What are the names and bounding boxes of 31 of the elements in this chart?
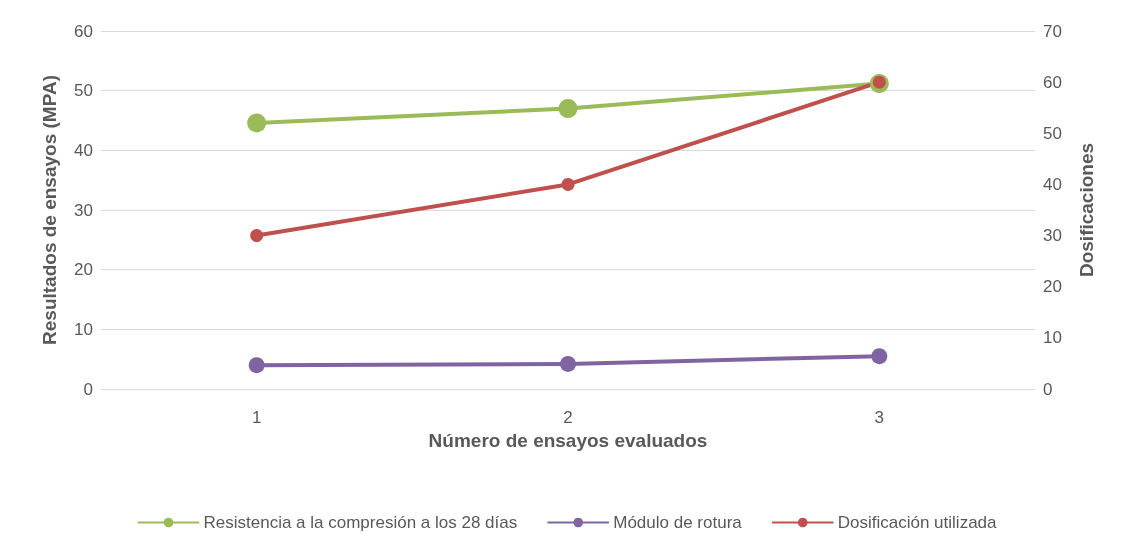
y-tick-label: 20 — [74, 260, 93, 280]
y2-tick-label: 10 — [1043, 328, 1062, 348]
y2-tick-label: 40 — [1043, 174, 1062, 194]
x-tick-label: 2 — [563, 408, 573, 427]
y2-tick-label: 60 — [1043, 72, 1062, 92]
legend-label: Dosificación utilizada — [837, 513, 998, 532]
y2-tick-label: 70 — [1043, 21, 1062, 41]
point — [247, 113, 267, 133]
x-tick-label: 3 — [874, 408, 885, 427]
point — [248, 357, 265, 374]
y-axis-title: Resultados de ensayos (MPA) — [39, 75, 60, 345]
legend-label: Módulo de rotura — [613, 513, 743, 532]
y2-tick-label: 30 — [1043, 226, 1062, 246]
y-tick-label: 40 — [74, 140, 93, 160]
point — [871, 348, 888, 365]
point — [250, 229, 264, 243]
y-tick-label: 50 — [74, 81, 93, 101]
y-tick-label: 30 — [74, 200, 93, 220]
y2-tick-label: 20 — [1043, 277, 1062, 297]
y-tick-label: 0 — [83, 379, 93, 399]
x-axis-title: Número de ensayos evaluados — [428, 430, 708, 451]
y2-tick-label: 50 — [1043, 123, 1062, 143]
y-tick-label: 10 — [74, 319, 93, 339]
point — [561, 177, 575, 191]
y2-tick-label: 0 — [1043, 379, 1053, 399]
point — [560, 355, 576, 372]
y-tick-label: 60 — [74, 21, 93, 41]
point — [558, 99, 578, 119]
legend-label: Resistencia a la compresión a los 28 días — [203, 513, 518, 532]
y2-axis-title: Dosificaciones — [1076, 142, 1097, 278]
x-tick-label: 1 — [251, 408, 262, 427]
